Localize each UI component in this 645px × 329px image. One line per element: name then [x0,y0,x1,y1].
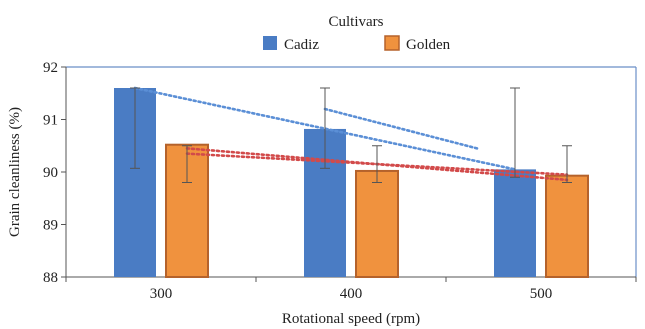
legend-title: Cultivars [329,14,384,30]
x-ticks: 300 400 500 [65,277,637,302]
y-tick-label: 90 [43,165,58,181]
y-tick-label: 91 [43,113,58,129]
error-bars [130,87,572,183]
bar-cadiz-500 [494,169,536,277]
x-tick-label: 400 [340,286,363,302]
y-ticks: 88 89 90 91 92 [43,60,66,286]
bar-golden-400 [355,169,399,278]
y-tick-label: 89 [43,218,58,234]
y-tick-label: 92 [43,60,58,76]
y-tick-label: 88 [43,270,58,286]
x-tick-label: 500 [530,286,553,302]
legend-label-cadiz: Cadiz [284,37,319,53]
legend-label-golden: Golden [406,37,451,53]
x-axis-title: Rotational speed (rpm) [282,311,420,327]
bars [114,88,589,278]
x-tick-label: 300 [150,286,173,302]
trend-line-cadiz-1 [323,107,479,150]
y-axis-title: Grain cleanliness (%) [7,107,23,237]
legend-swatch-golden [384,35,400,51]
legend-swatch-cadiz [263,36,277,50]
bar-golden-500 [545,174,589,278]
legend: Cultivars Cadiz Golden [263,14,451,53]
